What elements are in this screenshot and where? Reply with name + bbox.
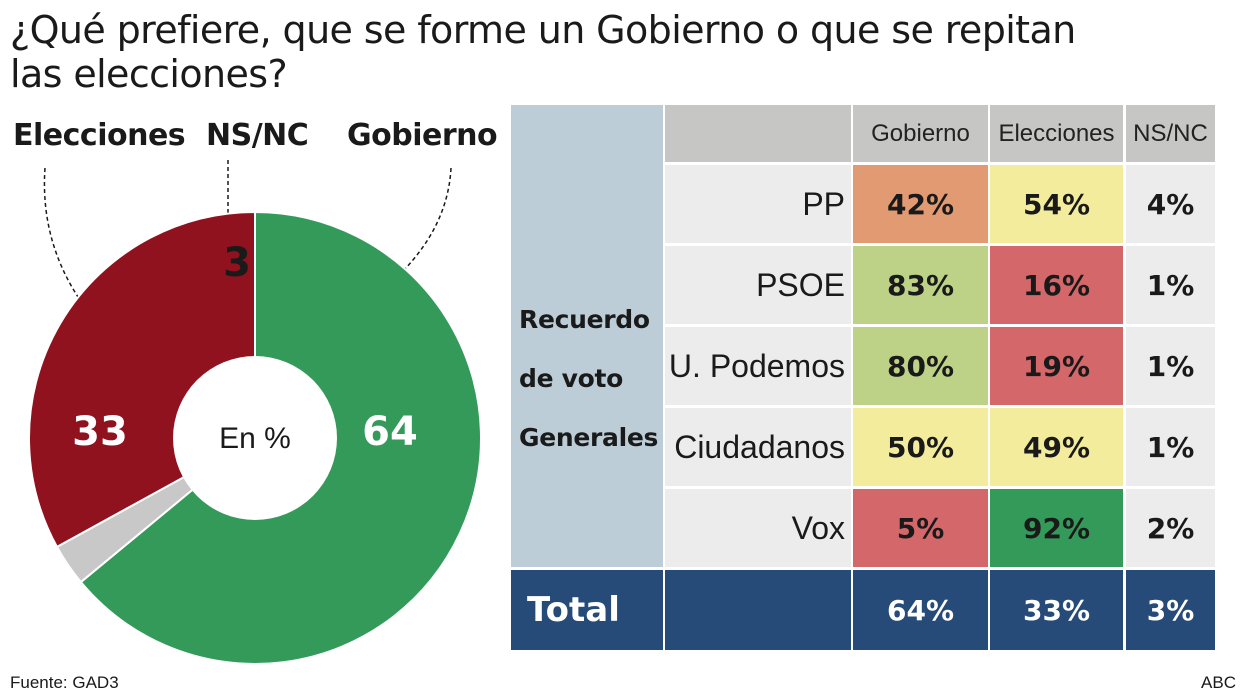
table-header-blank bbox=[665, 105, 851, 162]
total-nsnc: 3% bbox=[1126, 570, 1215, 650]
table-cell-gobierno: 83% bbox=[853, 246, 988, 324]
table-cell-nsnc: 1% bbox=[1126, 327, 1215, 405]
table-cell-gobierno: 5% bbox=[853, 489, 988, 567]
party-label: Vox bbox=[665, 489, 851, 567]
party-label: U. Podemos bbox=[665, 327, 851, 405]
table-cell-nsnc: 4% bbox=[1126, 165, 1215, 243]
total-label: Total bbox=[511, 570, 663, 650]
leader-line-gobierno bbox=[401, 167, 452, 273]
total-elecciones: 33% bbox=[990, 570, 1123, 650]
total-gobierno: 64% bbox=[853, 570, 988, 650]
table-cell-gobierno: 42% bbox=[853, 165, 988, 243]
chart-title: ¿Qué prefiere, que se forme un Gobierno … bbox=[10, 8, 1076, 96]
brand-label: ABC bbox=[1201, 673, 1236, 692]
table-cell-elecciones: 49% bbox=[990, 408, 1123, 486]
column-header-nsnc: NS/NC bbox=[1126, 105, 1215, 162]
leader-line-elecciones bbox=[43, 167, 81, 301]
legend-nsnc: NS/NC bbox=[206, 118, 309, 153]
column-header-gobierno: Gobierno bbox=[853, 105, 988, 162]
total-blank-cell bbox=[665, 570, 851, 650]
table-cell-elecciones: 16% bbox=[990, 246, 1123, 324]
table-cell-elecciones: 54% bbox=[990, 165, 1123, 243]
row-group-label-line2: de voto bbox=[519, 364, 624, 393]
row-group-label-line1: Recuerdo bbox=[519, 305, 650, 334]
table-cell-elecciones: 92% bbox=[990, 489, 1123, 567]
row-group-label: Recuerdo de voto Generales bbox=[519, 290, 669, 467]
source-note: Fuente: GAD3 bbox=[10, 673, 119, 692]
legend-elecciones: Elecciones bbox=[13, 118, 186, 153]
party-label: PSOE bbox=[665, 246, 851, 324]
party-label: Ciudadanos bbox=[665, 408, 851, 486]
column-header-elecciones: Elecciones bbox=[990, 105, 1123, 162]
table-cell-nsnc: 1% bbox=[1126, 246, 1215, 324]
table-cell-gobierno: 50% bbox=[853, 408, 988, 486]
donut-hole bbox=[173, 356, 337, 520]
donut-chart: En % 64 3 33 bbox=[28, 160, 482, 665]
row-group-header bbox=[511, 105, 663, 567]
table-cell-nsnc: 1% bbox=[1126, 408, 1215, 486]
legend-gobierno: Gobierno bbox=[347, 118, 498, 153]
party-label: PP bbox=[665, 165, 851, 243]
row-group-label-line3: Generales bbox=[519, 423, 659, 452]
table-cell-elecciones: 19% bbox=[990, 327, 1123, 405]
table-cell-gobierno: 80% bbox=[853, 327, 988, 405]
slice-label-gobierno: 64 bbox=[362, 409, 418, 455]
table-cell-nsnc: 2% bbox=[1126, 489, 1215, 567]
slice-label-elecciones: 33 bbox=[72, 409, 128, 455]
center-label: En % bbox=[219, 422, 291, 455]
slice-label-nsnc: 3 bbox=[223, 240, 251, 286]
